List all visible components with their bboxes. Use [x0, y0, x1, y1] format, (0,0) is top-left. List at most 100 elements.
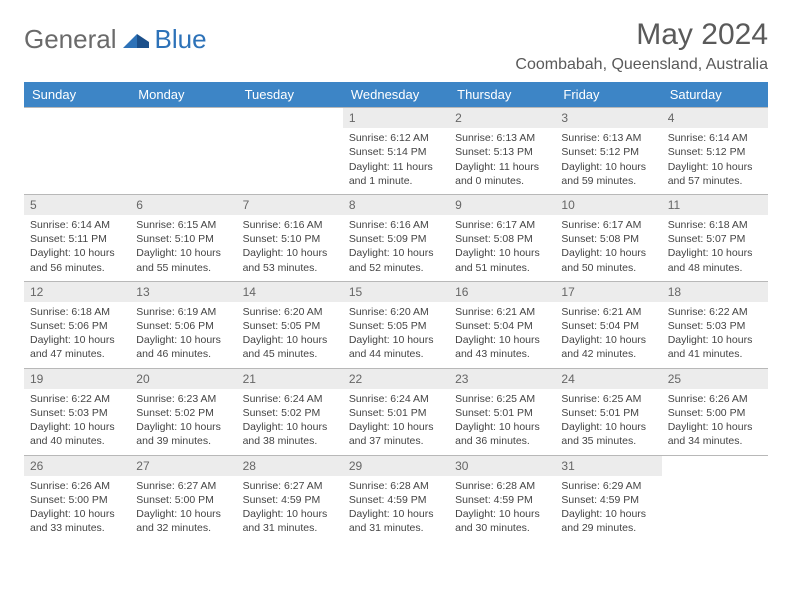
daylight-text: Daylight: 10 hours and 48 minutes.: [668, 246, 762, 274]
day-number: 28: [237, 456, 343, 476]
day-number: 6: [130, 195, 236, 215]
day-number: 18: [662, 282, 768, 302]
sunset-text: Sunset: 5:05 PM: [349, 319, 443, 333]
day-number: 2: [449, 108, 555, 128]
sunrise-text: Sunrise: 6:25 AM: [455, 392, 549, 406]
sunrise-text: Sunrise: 6:26 AM: [30, 479, 124, 493]
sunset-text: Sunset: 5:04 PM: [455, 319, 549, 333]
daylight-text: Daylight: 10 hours and 33 minutes.: [30, 507, 124, 535]
day-number: [662, 456, 768, 476]
sunrise-text: Sunrise: 6:22 AM: [668, 305, 762, 319]
sunrise-text: Sunrise: 6:24 AM: [243, 392, 337, 406]
calendar-cell: 27Sunrise: 6:27 AMSunset: 5:00 PMDayligh…: [130, 455, 236, 541]
sunrise-text: Sunrise: 6:26 AM: [668, 392, 762, 406]
calendar-cell: 1Sunrise: 6:12 AMSunset: 5:14 PMDaylight…: [343, 108, 449, 195]
day-header: Tuesday: [237, 82, 343, 108]
day-number: 3: [555, 108, 661, 128]
day-number: 8: [343, 195, 449, 215]
calendar-cell: 16Sunrise: 6:21 AMSunset: 5:04 PMDayligh…: [449, 281, 555, 368]
sunset-text: Sunset: 5:09 PM: [349, 232, 443, 246]
daylight-text: Daylight: 10 hours and 41 minutes.: [668, 333, 762, 361]
sunset-text: Sunset: 4:59 PM: [561, 493, 655, 507]
daylight-text: Daylight: 10 hours and 30 minutes.: [455, 507, 549, 535]
daylight-text: Daylight: 10 hours and 36 minutes.: [455, 420, 549, 448]
day-header: Friday: [555, 82, 661, 108]
day-number: 17: [555, 282, 661, 302]
sunrise-text: Sunrise: 6:13 AM: [455, 131, 549, 145]
calendar-cell: 3Sunrise: 6:13 AMSunset: 5:12 PMDaylight…: [555, 108, 661, 195]
calendar-cell: [662, 455, 768, 541]
calendar-cell: 23 Sunrise: 6:25 AMSunset: 5:01 PMDayligh…: [449, 368, 555, 455]
daylight-text: Daylight: 10 hours and 50 minutes.: [561, 246, 655, 274]
sunrise-text: Sunrise: 6:17 AM: [455, 218, 549, 232]
sunset-text: Sunset: 5:06 PM: [136, 319, 230, 333]
month-title: May 2024: [515, 18, 768, 52]
sunrise-text: Sunrise: 6:23 AM: [136, 392, 230, 406]
sunrise-text: Sunrise: 6:27 AM: [243, 479, 337, 493]
daylight-text: Daylight: 10 hours and 59 minutes.: [561, 160, 655, 188]
sunrise-text: Sunrise: 6:12 AM: [349, 131, 443, 145]
sunset-text: Sunset: 5:01 PM: [455, 406, 549, 420]
day-number: 11: [662, 195, 768, 215]
logo: General Blue: [24, 24, 207, 55]
sunset-text: Sunset: 5:08 PM: [455, 232, 549, 246]
title-block: May 2024 Coombabah, Queensland, Australi…: [515, 18, 768, 74]
day-number: 31: [555, 456, 661, 476]
daylight-text: Daylight: 10 hours and 46 minutes.: [136, 333, 230, 361]
sunset-text: Sunset: 5:01 PM: [561, 406, 655, 420]
location-label: Coombabah, Queensland, Australia: [515, 56, 768, 74]
sunrise-text: Sunrise: 6:20 AM: [243, 305, 337, 319]
day-number: 4: [662, 108, 768, 128]
calendar-cell: 11Sunrise: 6:18 AMSunset: 5:07 PMDayligh…: [662, 194, 768, 281]
sunrise-text: Sunrise: 6:16 AM: [243, 218, 337, 232]
sunset-text: Sunset: 5:10 PM: [243, 232, 337, 246]
day-number: 1: [343, 108, 449, 128]
day-number: 30: [449, 456, 555, 476]
day-number: 15: [343, 282, 449, 302]
calendar-cell: 8Sunrise: 6:16 AMSunset: 5:09 PMDaylight…: [343, 194, 449, 281]
calendar-cell: 26Sunrise: 6:26 AMSunset: 5:00 PMDayligh…: [24, 455, 130, 541]
calendar-cell: [237, 108, 343, 195]
daylight-text: Daylight: 10 hours and 40 minutes.: [30, 420, 124, 448]
calendar-cell: 4Sunrise: 6:14 AMSunset: 5:12 PMDaylight…: [662, 108, 768, 195]
sunrise-text: Sunrise: 6:18 AM: [30, 305, 124, 319]
sunset-text: Sunset: 5:02 PM: [136, 406, 230, 420]
calendar-cell: 15 Sunrise: 6:20 AMSunset: 5:05 PMDayligh…: [343, 281, 449, 368]
daylight-text: Daylight: 10 hours and 37 minutes.: [349, 420, 443, 448]
day-number: 23: [449, 369, 555, 389]
sunset-text: Sunset: 5:03 PM: [668, 319, 762, 333]
daylight-text: Daylight: 10 hours and 57 minutes.: [668, 160, 762, 188]
daylight-text: Daylight: 10 hours and 31 minutes.: [349, 507, 443, 535]
day-number: 13: [130, 282, 236, 302]
calendar-cell: [130, 108, 236, 195]
calendar-cell: 25Sunrise: 6:26 AMSunset: 5:00 PMDayligh…: [662, 368, 768, 455]
daylight-text: Daylight: 10 hours and 44 minutes.: [349, 333, 443, 361]
sunrise-text: Sunrise: 6:25 AM: [561, 392, 655, 406]
calendar-cell: 20Sunrise: 6:23 AMSunset: 5:02 PMDayligh…: [130, 368, 236, 455]
page-header: General Blue May 2024 Coombabah, Queensl…: [24, 18, 768, 74]
sunset-text: Sunset: 5:03 PM: [30, 406, 124, 420]
day-number: 7: [237, 195, 343, 215]
sunrise-text: Sunrise: 6:14 AM: [30, 218, 124, 232]
sunset-text: Sunset: 4:59 PM: [243, 493, 337, 507]
calendar-cell: 5Sunrise: 6:14 AMSunset: 5:11 PMDaylight…: [24, 194, 130, 281]
daylight-text: Daylight: 10 hours and 31 minutes.: [243, 507, 337, 535]
day-number: 14: [237, 282, 343, 302]
sunset-text: Sunset: 5:13 PM: [455, 145, 549, 159]
sunrise-text: Sunrise: 6:17 AM: [561, 218, 655, 232]
sunrise-text: Sunrise: 6:22 AM: [30, 392, 124, 406]
day-number: 19: [24, 369, 130, 389]
calendar-cell: 21Sunrise: 6:24 AMSunset: 5:02 PMDayligh…: [237, 368, 343, 455]
daylight-text: Daylight: 10 hours and 45 minutes.: [243, 333, 337, 361]
sunrise-text: Sunrise: 6:15 AM: [136, 218, 230, 232]
calendar-cell: 30Sunrise: 6:28 AMSunset: 4:59 PMDayligh…: [449, 455, 555, 541]
day-number: [24, 108, 130, 128]
day-number: 5: [24, 195, 130, 215]
day-number: [130, 108, 236, 128]
daylight-text: Daylight: 10 hours and 51 minutes.: [455, 246, 549, 274]
daylight-text: Daylight: 10 hours and 42 minutes.: [561, 333, 655, 361]
sunset-text: Sunset: 5:00 PM: [136, 493, 230, 507]
calendar-cell: 14Sunrise: 6:20 AMSunset: 5:05 PMDayligh…: [237, 281, 343, 368]
calendar-week: 19Sunrise: 6:22 AMSunset: 5:03 PMDayligh…: [24, 368, 768, 455]
sunrise-text: Sunrise: 6:20 AM: [349, 305, 443, 319]
